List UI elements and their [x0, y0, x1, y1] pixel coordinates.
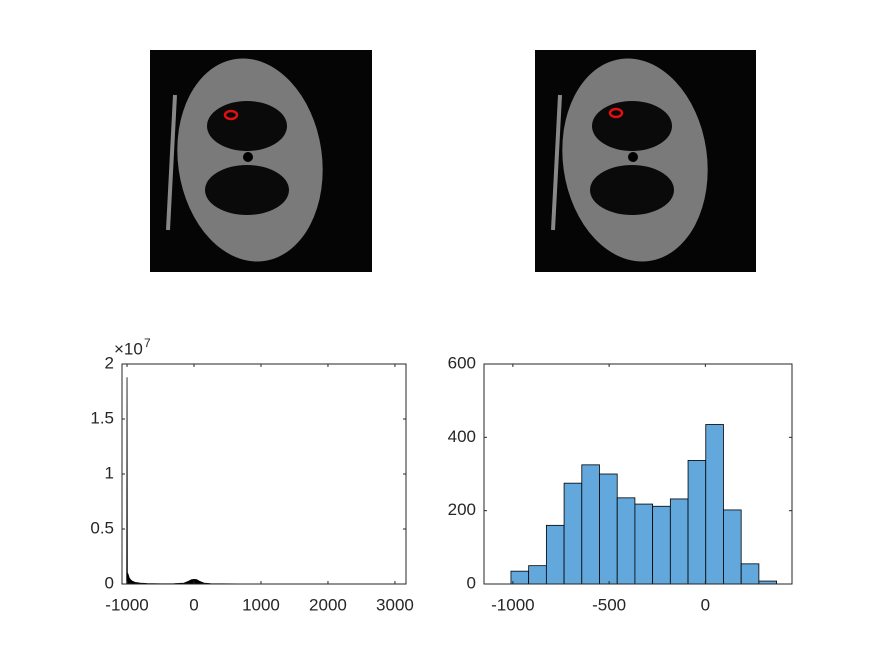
- x-tick-label: 0: [189, 595, 198, 614]
- y-tick-label: 600: [448, 353, 476, 372]
- x-tick-label: -1000: [491, 595, 534, 614]
- axes-box: [483, 363, 793, 585]
- x-tick-label: 1000: [242, 595, 280, 614]
- axes: -1000 -500 0 0 200 400 600: [448, 353, 793, 614]
- bar: [616, 497, 636, 585]
- bar: [740, 563, 760, 585]
- bar: [563, 482, 583, 585]
- bar: [634, 503, 654, 585]
- y-tick-label: 1.5: [90, 408, 114, 427]
- y-tick-label: 1: [105, 463, 114, 482]
- y-tick-label: 2: [105, 353, 114, 372]
- y-tick-label: 200: [448, 500, 476, 519]
- x-tick-label: 2000: [309, 595, 347, 614]
- bar: [652, 505, 671, 585]
- y-tick-label: 0: [467, 573, 476, 592]
- bar: [669, 498, 689, 585]
- x-tick-label: -1000: [105, 595, 148, 614]
- bar: [705, 424, 724, 585]
- bar: [687, 460, 707, 585]
- y-multiplier: ×10: [114, 339, 143, 358]
- bar: [545, 524, 565, 585]
- y-multiplier-exponent: 7: [144, 336, 151, 350]
- x-tick-label: -500: [592, 595, 626, 614]
- y-tick-label: 0: [105, 573, 114, 592]
- x-tick-label: 0: [701, 595, 710, 614]
- bar: [723, 509, 742, 585]
- ct-image-left: [150, 50, 372, 272]
- y-tick-label: 400: [448, 427, 476, 446]
- axes: -1000 0 1000 2000 3000 0 0.5 1 1.5 2×10 7: [90, 336, 414, 614]
- bar: [599, 473, 618, 585]
- ct-image-right: [535, 50, 756, 272]
- bar: [528, 565, 547, 585]
- bar: [510, 570, 530, 585]
- x-tick-label: 3000: [376, 595, 414, 614]
- bar: [581, 464, 600, 585]
- y-tick-label: 0.5: [90, 518, 114, 537]
